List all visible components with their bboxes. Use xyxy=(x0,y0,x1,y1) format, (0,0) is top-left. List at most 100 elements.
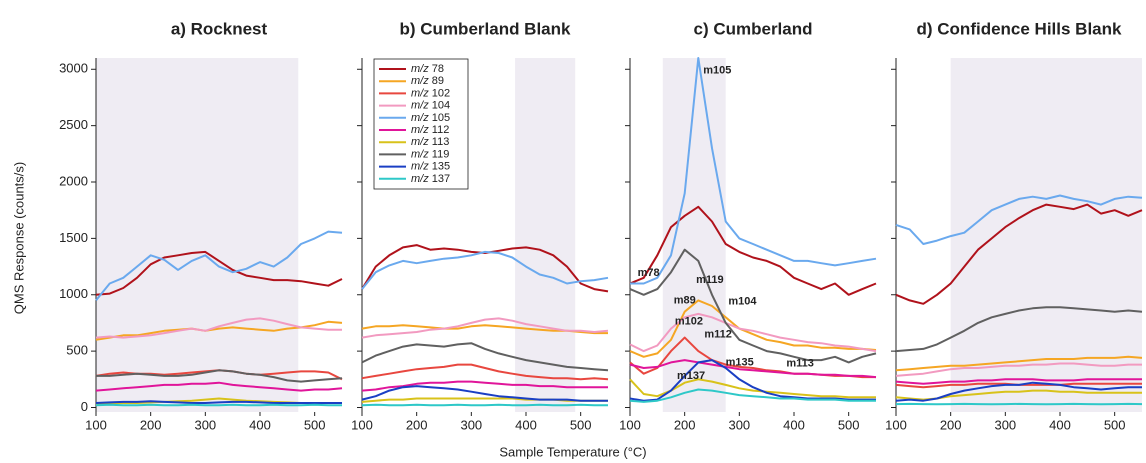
highlight-region xyxy=(515,58,576,412)
series-line xyxy=(361,244,609,293)
x-tick-label: 300 xyxy=(994,417,1016,432)
highlight-region xyxy=(662,58,726,412)
legend-label: m/z 137 xyxy=(411,173,450,185)
legend-label-part: m/z xyxy=(411,87,429,99)
legend-label-part: m/z xyxy=(411,136,429,148)
series-line xyxy=(629,359,877,379)
y-tick-label: 500 xyxy=(66,343,88,358)
series-line xyxy=(629,248,877,364)
x-tick-label: 500 xyxy=(304,417,326,432)
x-tick-label: 500 xyxy=(570,417,592,432)
legend-label-part: m/z xyxy=(411,148,429,160)
annotation: m112 xyxy=(704,329,732,341)
series-line xyxy=(895,381,1142,402)
legend-label-part: 89 xyxy=(429,75,444,87)
legend-label-part: m/z xyxy=(411,100,429,112)
legend-label: m/z 113 xyxy=(411,136,449,148)
y-tick-label: 3000 xyxy=(59,61,88,76)
series-line xyxy=(629,299,877,358)
annotation: m102 xyxy=(675,316,703,328)
legend-label: m/z 89 xyxy=(411,75,444,87)
series-line xyxy=(895,362,1142,377)
x-tick-label: 200 xyxy=(940,417,962,432)
series-line xyxy=(629,336,876,379)
x-tick-label: 300 xyxy=(460,417,482,432)
x-tick-label: 300 xyxy=(728,417,750,432)
y-tick-label: 2500 xyxy=(59,117,88,132)
y-tick-label: 0 xyxy=(81,399,88,414)
x-tick-label: 100 xyxy=(351,417,373,432)
annotation: m113 xyxy=(786,357,814,369)
y-tick-label: 1500 xyxy=(59,230,88,245)
annotation: m104 xyxy=(728,295,757,307)
legend-label-part: m/z xyxy=(411,112,429,124)
panel-title: d) Confidence Hills Blank xyxy=(917,19,1123,38)
series-line xyxy=(95,250,343,296)
series-line xyxy=(95,230,343,302)
x-tick-label: 300 xyxy=(194,417,216,432)
legend-label: m/z 102 xyxy=(411,87,450,99)
series-line xyxy=(629,205,877,296)
series-line xyxy=(630,57,877,285)
legend-label: m/z 135 xyxy=(411,161,450,173)
legend-label-part: m/z xyxy=(411,75,429,87)
panel-title: a) Rocknest xyxy=(171,19,268,38)
series-line xyxy=(895,355,1143,372)
series-line xyxy=(361,385,608,402)
y-tick-label: 1000 xyxy=(59,286,88,301)
series-line xyxy=(95,381,343,392)
highlight-region xyxy=(96,58,299,412)
series-line xyxy=(895,306,1143,353)
series-line xyxy=(361,317,609,339)
series-line xyxy=(95,403,342,407)
x-tick-label: 400 xyxy=(783,417,805,432)
annotation: m89 xyxy=(674,294,696,306)
x-tick-label: 400 xyxy=(515,417,537,432)
legend-label-part: 104 xyxy=(429,100,450,112)
legend-label: m/z 104 xyxy=(411,100,450,112)
legend-label-part: 135 xyxy=(429,161,450,173)
legend-label-part: m/z xyxy=(411,124,429,136)
series-line xyxy=(95,317,342,339)
series-line xyxy=(629,312,877,353)
series-line xyxy=(361,397,608,403)
legend-label: m/z 78 xyxy=(411,63,444,75)
annotation: m137 xyxy=(677,370,705,382)
annotation: m78 xyxy=(638,267,660,279)
legend-label-part: 105 xyxy=(429,112,450,124)
y-axis-label: QMS Response (counts/s) xyxy=(11,162,26,314)
legend-label-part: m/z xyxy=(411,173,429,185)
x-tick-label: 400 xyxy=(1049,417,1071,432)
x-tick-label: 100 xyxy=(85,417,107,432)
series-line xyxy=(361,380,608,392)
legend-label-part: 112 xyxy=(429,124,450,136)
legend-label-part: m/z xyxy=(411,161,429,173)
series-line xyxy=(361,363,609,381)
series-line xyxy=(95,400,342,404)
legend-label-part: 119 xyxy=(429,148,450,160)
legend-label-part: m/z xyxy=(411,63,429,75)
x-tick-label: 200 xyxy=(406,417,428,432)
annotation: m135 xyxy=(726,356,754,368)
series-line xyxy=(361,250,609,290)
highlight-region xyxy=(950,58,1142,412)
panel-title: c) Cumberland xyxy=(693,19,812,38)
x-tick-label: 100 xyxy=(885,417,907,432)
series-line xyxy=(895,194,1143,245)
x-tick-label: 500 xyxy=(838,417,860,432)
legend-label-part: 102 xyxy=(429,87,450,99)
panel-title: b) Cumberland Blank xyxy=(400,19,572,38)
series-line xyxy=(629,388,876,403)
legend-label: m/z 112 xyxy=(411,124,449,136)
series-line xyxy=(361,403,608,407)
x-axis-label: Sample Temperature (°C) xyxy=(499,444,646,459)
series-line xyxy=(895,203,1143,305)
x-tick-label: 500 xyxy=(1104,417,1126,432)
legend-label-part: 113 xyxy=(429,136,450,148)
legend-label-part: 137 xyxy=(429,173,450,185)
x-tick-label: 100 xyxy=(619,417,641,432)
legend-label: m/z 105 xyxy=(411,112,450,124)
annotation: m119 xyxy=(696,274,724,286)
y-tick-label: 2000 xyxy=(59,173,88,188)
